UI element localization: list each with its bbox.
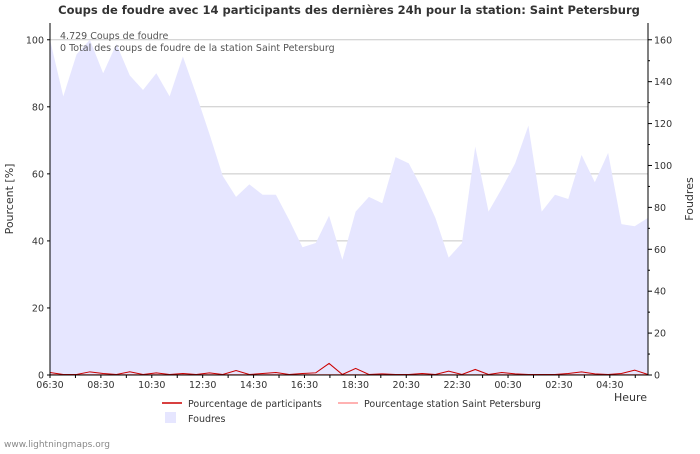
x-tick-label: 14:30 [240, 380, 267, 391]
x-tick-label: 12:30 [189, 380, 216, 391]
y-right-tick-label: 20 [654, 329, 666, 340]
x-tick-label: 08:30 [87, 380, 114, 391]
foudres-area-layer [50, 39, 648, 375]
x-tick-label: 16:30 [291, 380, 318, 391]
chart-title: Coups de foudre avec 14 participants des… [58, 3, 640, 17]
y-right-tick-label: 80 [654, 203, 666, 214]
y-right-tick-label: 160 [654, 35, 672, 46]
footer-site-link[interactable]: www.lightningmaps.org [4, 440, 110, 450]
x-tick-label: 04:30 [596, 380, 623, 391]
legend-swatch-foudres [165, 412, 176, 423]
legend-label-station: Pourcentage station Saint Petersburg [364, 399, 541, 410]
x-tick-label: 10:30 [138, 380, 165, 391]
y-right-tick-label: 140 [654, 77, 672, 88]
y-axis-right-label: Foudres [683, 177, 696, 221]
x-axis-ticks: 06:30 08:30 10:30 12:30 14:30 16:30 18:30 20:30… [36, 375, 636, 391]
annotation-station-total: 0 Total des coups de foudre de la statio… [60, 43, 335, 54]
y-left-tick-label: 60 [32, 169, 44, 180]
y-left-tick-label: 100 [26, 35, 44, 46]
y-right-tick-label: 100 [654, 161, 672, 172]
y-left-tick-label: 80 [32, 102, 44, 113]
right-axis-ticks: 0 20 40 60 80 100 120 140 160 [648, 35, 672, 382]
foudres-area [50, 39, 648, 375]
y-right-tick-label: 60 [654, 245, 666, 256]
left-axis-ticks: 0 20 40 60 80 100 [26, 35, 50, 382]
legend-label-foudres: Foudres [188, 414, 226, 425]
x-tick-label: 20:30 [393, 380, 420, 391]
x-tick-label: 22:30 [443, 380, 470, 391]
y-right-tick-label: 40 [654, 287, 666, 298]
x-tick-label: 06:30 [36, 380, 63, 391]
x-tick-label: 02:30 [545, 380, 572, 391]
y-left-tick-label: 0 [38, 371, 44, 382]
y-axis-left-label: Pourcent [%] [3, 164, 16, 235]
y-left-tick-label: 20 [32, 303, 44, 314]
y-right-tick-label: 0 [654, 371, 660, 382]
x-tick-label: 18:30 [342, 380, 369, 391]
x-tick-label: 00:30 [494, 380, 521, 391]
x-axis-label: Heure [614, 391, 647, 404]
legend: Pourcentage de participants Pourcentage … [162, 399, 541, 425]
y-left-tick-label: 40 [32, 236, 44, 247]
annotation-strike-count: 4.729 Coups de foudre [60, 31, 168, 42]
y-right-tick-label: 120 [654, 119, 672, 130]
legend-label-participants: Pourcentage de participants [188, 399, 322, 410]
